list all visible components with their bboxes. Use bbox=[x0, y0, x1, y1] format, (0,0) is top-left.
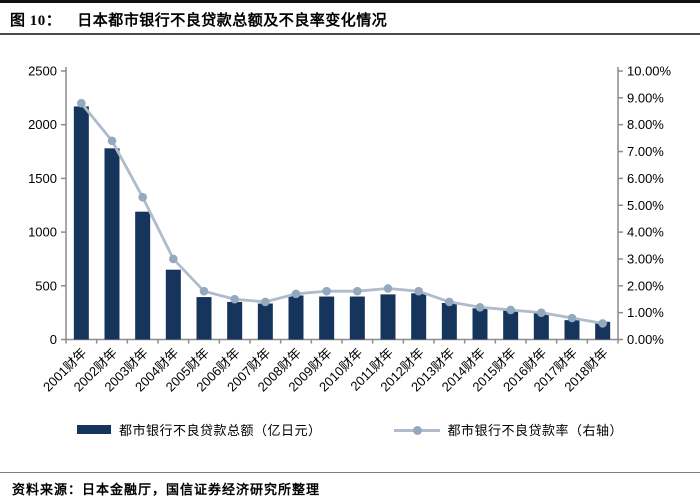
bar-2016财年 bbox=[533, 312, 549, 340]
bar-2006财年 bbox=[227, 301, 243, 340]
bar-2018财年 bbox=[595, 321, 611, 340]
bar-2017财年 bbox=[564, 320, 580, 340]
right-axis-tick-label: 2.00% bbox=[627, 278, 664, 293]
legend-item-line-series: 都市银行不良贷款率（右轴） bbox=[393, 420, 624, 439]
line-marker-2005财年 bbox=[199, 286, 209, 296]
bar-2002财年 bbox=[104, 148, 120, 340]
left-axis-tick-label: 500 bbox=[35, 278, 57, 293]
bar-2008财年 bbox=[288, 295, 304, 340]
line-series-swatch-icon bbox=[393, 425, 440, 435]
left-axis-tick-label: 0 bbox=[50, 332, 57, 347]
line-swatch-marker bbox=[412, 425, 422, 435]
line-marker-2010财年 bbox=[353, 286, 362, 296]
line-marker-2003财年 bbox=[138, 192, 147, 202]
npl-ratio-line bbox=[79, 101, 605, 325]
left-axis-tick-label: 2500 bbox=[28, 64, 57, 79]
line-marker-2018财年 bbox=[598, 319, 607, 328]
bar-2011财年 bbox=[380, 294, 396, 340]
figure-top-border bbox=[0, 0, 700, 3]
legend-bar-label: 都市银行不良贷款总额（亿日元） bbox=[118, 423, 322, 438]
bar-2014财年 bbox=[472, 308, 488, 340]
legend-item-bar-series: 都市银行不良贷款总额（亿日元） bbox=[76, 420, 322, 439]
line-marker-2002财年 bbox=[107, 136, 117, 146]
left-axis-tick-label: 1500 bbox=[28, 171, 57, 186]
bar-2010财年 bbox=[349, 296, 365, 340]
line-marker-2015财年 bbox=[506, 305, 515, 315]
line-marker-2004财年 bbox=[169, 254, 178, 264]
bar-2012财年 bbox=[411, 293, 427, 340]
bar-2003财年 bbox=[135, 211, 151, 340]
legend-line-label: 都市银行不良贷款率（右轴） bbox=[447, 423, 624, 438]
chart-svg: 0 500 1000 1500 2000 2500 0.00% 1.00% 2.00% 3.00%… bbox=[28, 64, 672, 395]
line-marker-2009财年 bbox=[322, 286, 331, 296]
line-marker-2017财年 bbox=[567, 313, 577, 323]
chart-legend: 都市银行不良贷款总额（亿日元） 都市银行不良贷款率（右轴） bbox=[0, 420, 700, 439]
chart-area: 0 500 1000 1500 2000 2500 0.00% 1.00% 2.00% 3.00%… bbox=[0, 40, 700, 415]
right-axis-tick-label: 7.00% bbox=[627, 144, 664, 159]
bar-2015财年 bbox=[503, 310, 519, 340]
figure-title: 日本都市银行不良贷款总额及不良率变化情况 bbox=[77, 13, 388, 29]
line-marker-2001财年 bbox=[77, 98, 86, 108]
line-marker-2011财年 bbox=[383, 284, 393, 293]
bar-2005财年 bbox=[196, 297, 212, 340]
right-axis-tick-label: 10.00% bbox=[627, 64, 672, 79]
bar-series-swatch-icon bbox=[76, 425, 111, 434]
right-axis-tick-label: 1.00% bbox=[627, 305, 664, 320]
line-marker-2007财年 bbox=[261, 297, 270, 307]
line-marker-2013财年 bbox=[445, 297, 454, 307]
right-axis-tick-label: 8.00% bbox=[627, 117, 664, 132]
figure-number-label: 图 10： bbox=[10, 13, 62, 29]
right-axis-tick-label: 3.00% bbox=[627, 251, 664, 266]
right-axis-tick-label: 4.00% bbox=[627, 225, 664, 240]
title-divider-line bbox=[0, 33, 700, 35]
right-axis-tick-label: 5.00% bbox=[627, 198, 664, 213]
footer-divider-line bbox=[0, 472, 700, 473]
left-axis-tick-label: 1000 bbox=[28, 225, 57, 240]
bar-2013财年 bbox=[441, 302, 457, 340]
line-marker-2006财年 bbox=[230, 294, 239, 304]
right-axis-tick-label: 6.00% bbox=[627, 171, 664, 186]
line-marker-2012财年 bbox=[414, 286, 423, 296]
left-axis-tick-label: 2000 bbox=[28, 117, 57, 132]
right-axis-tick-label: 0.00% bbox=[627, 332, 664, 347]
right-axis-tick-label: 9.00% bbox=[627, 90, 664, 105]
bar-2001财年 bbox=[73, 106, 89, 340]
figure-title-row: 图 10： 日本都市银行不良贷款总额及不良率变化情况 bbox=[10, 9, 387, 30]
line-marker-2008财年 bbox=[291, 289, 301, 299]
line-marker-2016财年 bbox=[537, 308, 546, 317]
source-note: 资料来源：日本金融厅，国信证券经济研究所整理 bbox=[12, 482, 321, 497]
bar-2007财年 bbox=[257, 303, 273, 340]
line-marker-2014财年 bbox=[475, 302, 485, 312]
bar-2009财年 bbox=[319, 296, 335, 340]
bar-2004财年 bbox=[165, 269, 181, 340]
